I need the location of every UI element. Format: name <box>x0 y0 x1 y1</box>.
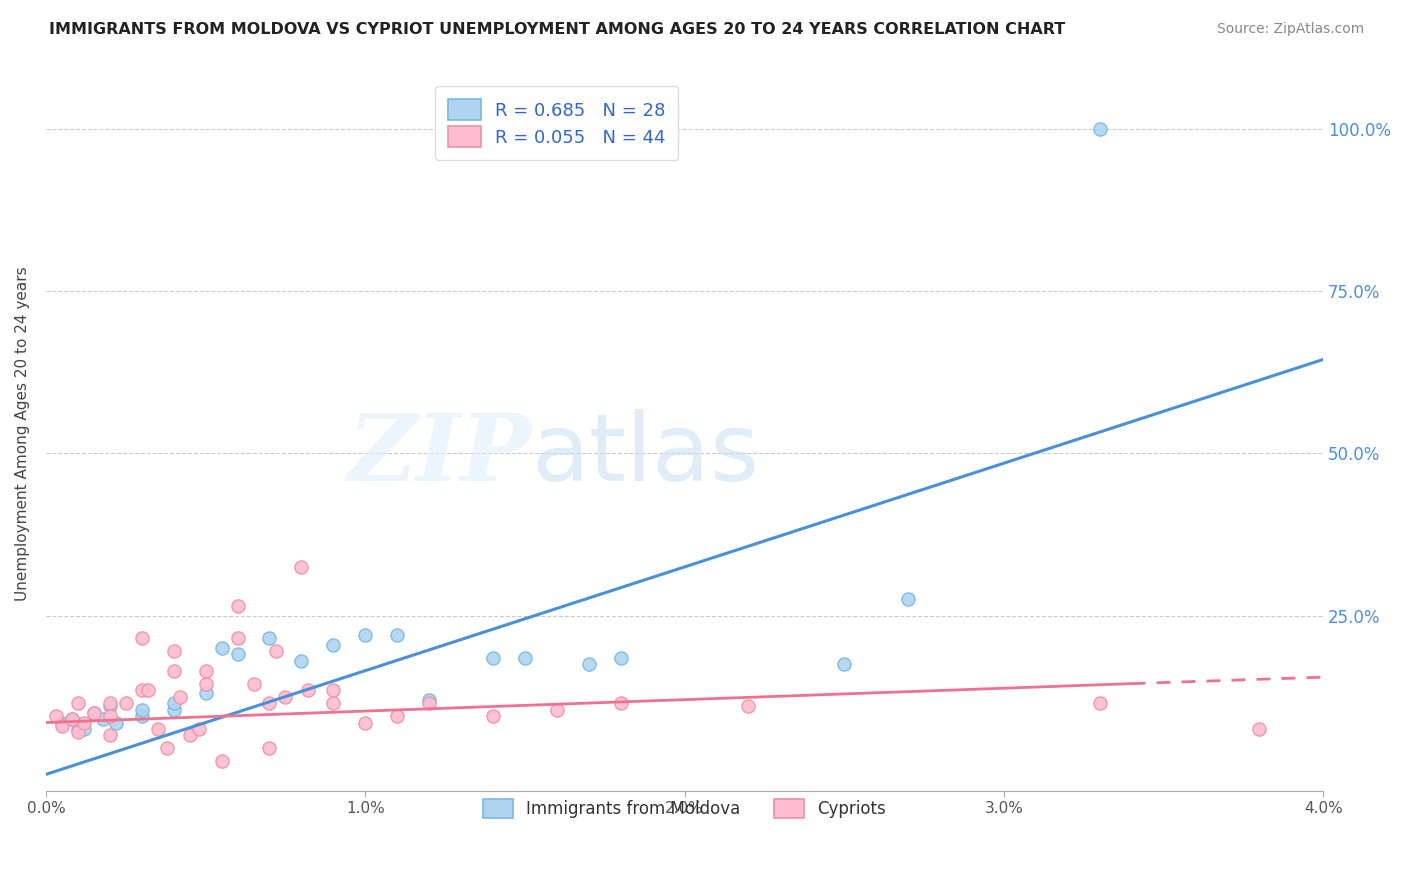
Point <box>226 648 249 662</box>
Text: ZIP: ZIP <box>347 410 531 500</box>
Point <box>73 715 96 730</box>
Point <box>242 676 264 690</box>
Point <box>66 725 89 739</box>
Point <box>66 696 89 710</box>
Point <box>194 664 217 678</box>
Point <box>98 729 121 743</box>
Point <box>131 632 153 646</box>
Point <box>385 628 408 642</box>
Point <box>51 719 73 733</box>
Y-axis label: Unemployment Among Ages 20 to 24 years: Unemployment Among Ages 20 to 24 years <box>15 267 30 601</box>
Point <box>211 755 233 769</box>
Point <box>98 699 121 714</box>
Point <box>578 657 600 672</box>
Point <box>897 592 920 607</box>
Point <box>322 696 344 710</box>
Point <box>546 702 568 716</box>
Point <box>264 644 287 658</box>
Point <box>156 741 179 756</box>
Point <box>354 628 377 642</box>
Point <box>226 599 249 613</box>
Point <box>290 654 312 668</box>
Point <box>322 683 344 698</box>
Legend: Immigrants from Moldova, Cypriots: Immigrants from Moldova, Cypriots <box>477 792 893 825</box>
Text: IMMIGRANTS FROM MOLDOVA VS CYPRIOT UNEMPLOYMENT AMONG AGES 20 TO 24 YEARS CORREL: IMMIGRANTS FROM MOLDOVA VS CYPRIOT UNEMP… <box>49 22 1066 37</box>
Point <box>169 690 191 704</box>
Point <box>737 699 759 714</box>
Point <box>105 715 128 730</box>
Point <box>297 683 319 698</box>
Point <box>114 696 136 710</box>
Point <box>1088 696 1111 710</box>
Text: atlas: atlas <box>531 409 759 501</box>
Point <box>259 741 281 756</box>
Point <box>385 709 408 723</box>
Point <box>259 696 281 710</box>
Point <box>194 676 217 690</box>
Point <box>290 560 312 574</box>
Point <box>188 722 211 736</box>
Point <box>98 696 121 710</box>
Point <box>211 640 233 655</box>
Point <box>1249 722 1271 736</box>
Point <box>482 650 505 665</box>
Point <box>73 722 96 736</box>
Point <box>194 686 217 700</box>
Point <box>163 644 186 658</box>
Point <box>51 715 73 730</box>
Point <box>609 696 631 710</box>
Point <box>83 706 105 720</box>
Point <box>163 664 186 678</box>
Point <box>98 709 121 723</box>
Point <box>354 715 377 730</box>
Point <box>93 712 115 726</box>
Point <box>131 709 153 723</box>
Point <box>136 683 159 698</box>
Point <box>163 696 186 710</box>
Point <box>322 638 344 652</box>
Point <box>60 712 83 726</box>
Point <box>1088 122 1111 136</box>
Point <box>226 632 249 646</box>
Point <box>418 693 440 707</box>
Point <box>609 650 631 665</box>
Point <box>274 690 297 704</box>
Point <box>418 696 440 710</box>
Point <box>513 650 536 665</box>
Point <box>146 722 169 736</box>
Point <box>83 706 105 720</box>
Point <box>66 722 89 736</box>
Point <box>259 632 281 646</box>
Point <box>482 709 505 723</box>
Point <box>131 683 153 698</box>
Point <box>832 657 855 672</box>
Point <box>60 712 83 726</box>
Point <box>163 702 186 716</box>
Text: Source: ZipAtlas.com: Source: ZipAtlas.com <box>1216 22 1364 37</box>
Point <box>179 729 201 743</box>
Point <box>45 709 67 723</box>
Point <box>131 702 153 716</box>
